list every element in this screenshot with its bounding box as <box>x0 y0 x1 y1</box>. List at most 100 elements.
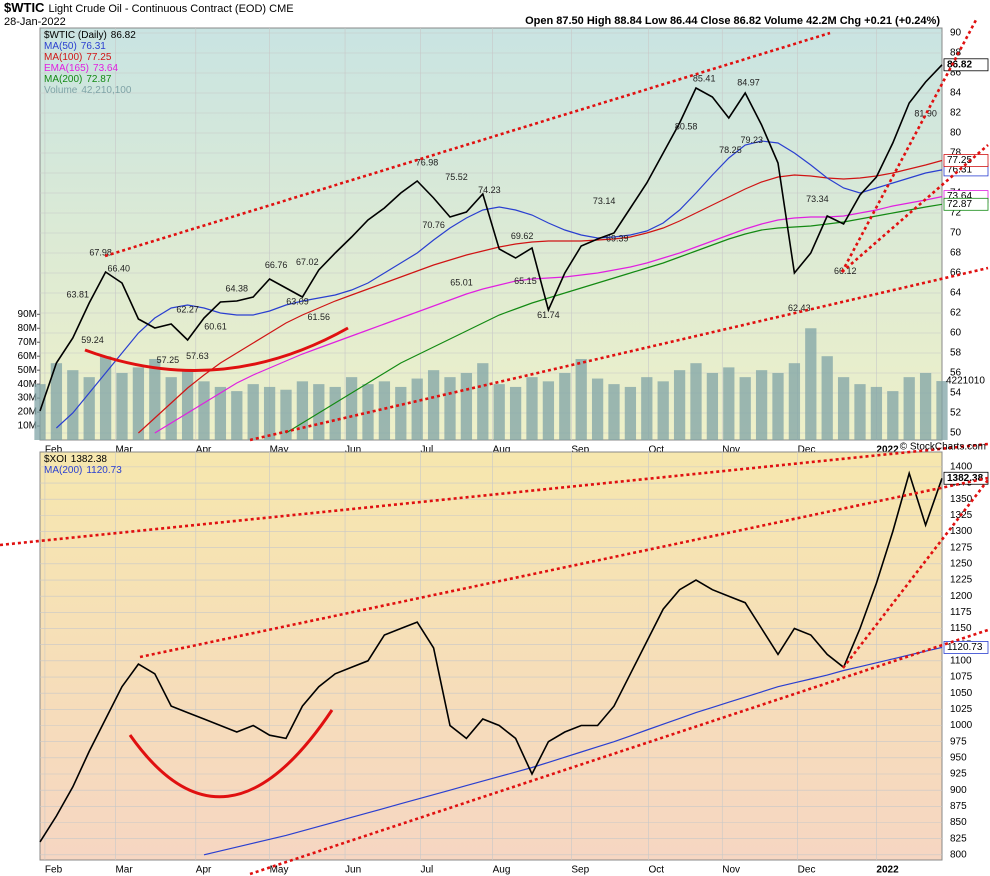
legend-value: 1382.38 <box>71 454 108 465</box>
price-annotation: 67.02 <box>296 257 319 267</box>
legend-name: MA(100) <box>44 52 82 63</box>
x-tick-label: Mar <box>115 445 133 456</box>
volume-bar <box>280 389 292 440</box>
price-tag-box <box>943 641 989 654</box>
trendline <box>104 31 831 258</box>
volume-bar <box>34 384 46 440</box>
legend-entry: Volume 42,210,100 <box>44 85 132 96</box>
price-tag: 86.82 <box>947 59 972 70</box>
x-tick-label: Oct <box>648 445 664 456</box>
series-line <box>39 64 943 412</box>
y-tick-label: 86 <box>950 68 962 79</box>
price-annotation: 66.76 <box>265 260 288 270</box>
legend-value: 86.82 <box>111 30 136 41</box>
legend-entry: EMA(165) 73.64 <box>44 63 118 74</box>
x-tick-label: Jul <box>420 865 433 876</box>
y2-tick-label: 40M <box>18 379 37 390</box>
y-tick-label: 80 <box>950 128 962 139</box>
y-tick-label: 1075 <box>950 672 973 683</box>
volume-bar <box>165 377 177 440</box>
x-tick-label: Sep <box>571 445 589 456</box>
y-tick-label: 1225 <box>950 575 973 586</box>
price-annotation: 59.24 <box>81 335 104 345</box>
price-annotation: 57.25 <box>157 355 180 365</box>
volume-bar <box>887 391 899 440</box>
volume-bar <box>132 367 145 440</box>
volume-bar <box>231 391 243 440</box>
series-line <box>285 203 943 434</box>
x-tick-label: May <box>270 865 289 876</box>
y-tick-label: 875 <box>950 801 967 812</box>
y-tick-label: 82 <box>950 108 962 119</box>
legend-value: 42,210,100 <box>81 85 131 96</box>
panels: Feb Mar Apr May Jun Jul Aug Sep Oct Nov Dec 2022 50 5… <box>18 27 989 876</box>
volume-bar <box>67 370 79 440</box>
price-annotation: 78.25 <box>719 145 742 155</box>
volume-bar <box>739 377 751 440</box>
volume-bar <box>575 358 587 440</box>
legend-name: $XOI <box>44 454 67 465</box>
plot-background <box>39 451 943 861</box>
x-tick-label: Dec <box>798 445 816 456</box>
credit: © StockCharts.com <box>900 442 986 453</box>
x-tick-label: Jul <box>420 445 433 456</box>
y-tick-label: 56 <box>950 368 962 379</box>
volume-bar <box>919 372 932 440</box>
price-annotation: 79.23 <box>740 135 763 145</box>
x-tick-label: Oct <box>648 865 664 876</box>
legend-value: 1120.73 <box>86 465 122 476</box>
price-tag: 73.64 <box>947 191 972 202</box>
legend-name: MA(50) <box>44 41 77 52</box>
price-tag: 72.87 <box>947 199 972 210</box>
volume-bar <box>149 358 161 440</box>
price-tag-box <box>943 197 989 211</box>
volume-bar <box>673 370 686 440</box>
price-annotation: 63.81 <box>66 289 89 299</box>
price-annotation: 74.23 <box>478 185 501 195</box>
date: 28-Jan-2022 <box>4 16 66 28</box>
x-tick-label: Mar <box>115 865 133 876</box>
price-annotation: 64.38 <box>226 284 249 294</box>
series-line <box>203 646 943 856</box>
volume-bar <box>690 363 702 440</box>
y-tick-label: 975 <box>950 736 967 747</box>
y-tick-label: 1200 <box>950 591 973 602</box>
volume-tag: 4221010 <box>946 376 985 387</box>
volume-bar <box>706 372 719 440</box>
price-annotation: 80.58 <box>675 122 698 132</box>
legend-name: MA(200) <box>44 465 82 476</box>
volume-bar <box>821 356 833 440</box>
y-tick-label: 64 <box>950 288 962 299</box>
volume-bar <box>345 377 358 440</box>
price-annotation: 84.97 <box>737 78 760 88</box>
y-tick-label: 950 <box>950 752 967 763</box>
volume-bar <box>411 378 423 440</box>
volume-bar <box>788 363 801 440</box>
legend-entry: $WTIC (Daily) 86.82 <box>44 30 136 41</box>
price-annotation: 65.15 <box>514 276 537 286</box>
trendline <box>841 144 989 273</box>
price-annotation: 75.52 <box>445 172 468 182</box>
price-annotation: 65.01 <box>450 277 473 287</box>
y-tick-label: 1100 <box>950 655 972 666</box>
x-tick-label: Feb <box>45 445 63 456</box>
price-annotation: 69.62 <box>511 231 534 241</box>
trendline <box>139 476 989 659</box>
x-tick-label: Nov <box>722 865 740 876</box>
volume-bar <box>181 370 194 440</box>
price-tag: 1382.38 <box>947 473 984 484</box>
volume-bar <box>608 384 620 440</box>
y-tick-label: 68 <box>950 248 962 259</box>
price-annotation: 62.43 <box>788 303 811 313</box>
y2-tick-label: 80M <box>18 323 37 334</box>
y-tick-label: 1400 <box>950 462 973 473</box>
x-tick-label: Sep <box>571 865 589 876</box>
x-tick-label: Jun <box>345 445 361 456</box>
price-annotation: 66.12 <box>834 266 857 276</box>
y-tick-label: 1150 <box>950 623 972 634</box>
volume-bar <box>477 363 489 440</box>
y-tick-label: 1350 <box>950 494 973 505</box>
y-tick-label: 1300 <box>950 526 973 537</box>
y-tick-label: 825 <box>950 833 967 844</box>
